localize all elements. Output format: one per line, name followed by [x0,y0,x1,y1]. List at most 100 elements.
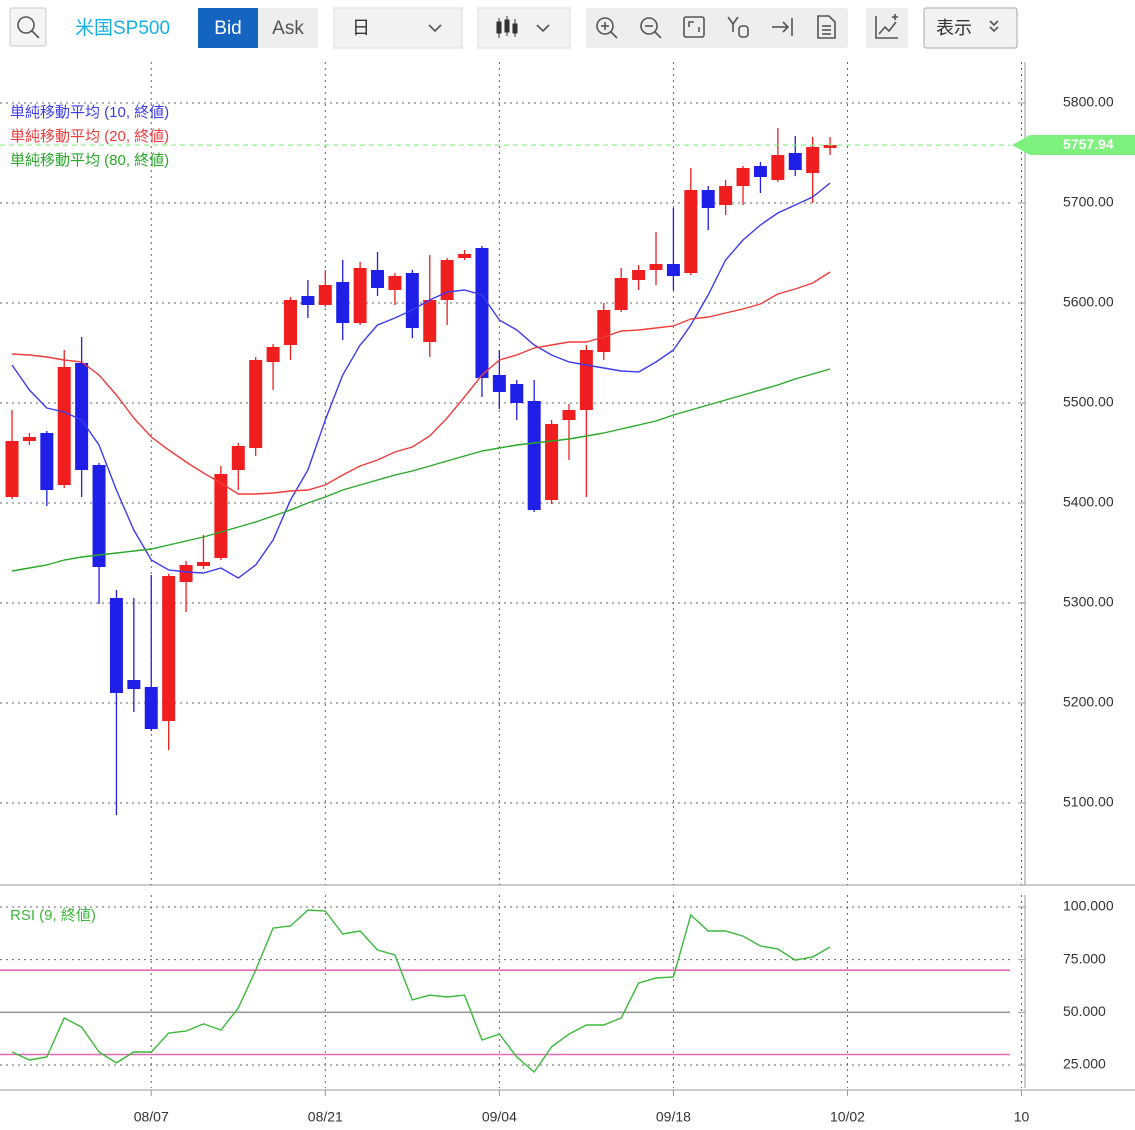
candle-body [562,410,576,420]
y-tick-label: 100.000 [1063,898,1114,914]
candle-body [666,264,680,276]
candle-body [545,424,559,500]
candle-body [579,350,593,410]
candle-body [162,576,176,721]
search-button[interactable] [9,7,47,47]
indicator-line [11,271,831,495]
legend-entry: 単純移動平均 (20, 終値) [10,128,169,145]
display-label: 表示 [936,18,972,38]
chart-type-dropdown[interactable] [477,7,571,49]
x-tick-label: 08/21 [308,1109,343,1125]
search-icon [31,30,40,39]
candle-body [405,273,419,328]
candle-body [475,248,489,378]
candle-body [353,268,367,323]
candle-body [214,474,228,558]
scroll-end-icon[interactable] [772,18,793,36]
candle-body [701,190,715,208]
chevron [989,26,999,33]
candle-body [318,285,332,305]
x-tick-label: 10/02 [830,1109,865,1125]
plot-layer: 08/07 08/21 09/04 09/18 10/02 10 5100.00 5200.0… [0,62,1135,1125]
period-dropdown[interactable] [333,7,463,49]
candle-body [92,465,106,567]
zoom-out-icon[interactable] [640,17,662,39]
candle-body [440,260,454,300]
bid-label: Bid [214,18,241,39]
candle-body [127,680,141,689]
chevron [536,24,550,33]
document-icon[interactable] [817,15,836,39]
x-tick-label: 10 [1014,1109,1030,1125]
y-tick-label: 5800.00 [1063,94,1114,110]
candle-icon [496,16,518,38]
candle-body [283,300,297,345]
y-scale-icon[interactable] [727,16,749,38]
y-tick-label: 75.000 [1063,950,1106,966]
candle-body [196,562,210,566]
candle-body [632,270,646,280]
candle-body [614,278,628,310]
candle-body [736,168,750,186]
indicator-line [11,182,831,579]
candle-body [40,433,54,490]
legend-entry: RSI (9, 終値) [10,907,96,924]
candle-body [823,145,837,148]
indicator-line [11,909,831,1074]
candle-body [719,186,733,205]
candle-body [144,687,158,729]
candle-body [684,190,698,273]
period-label: 日 [352,18,370,38]
y-tick-label: 5300.00 [1063,594,1114,610]
candle-body [5,441,19,497]
candle-body [597,310,611,352]
candle-body [301,296,315,305]
candle-body [266,347,280,362]
candle-body [22,437,36,441]
candle-body [109,598,123,693]
y-tick-label: 5700.00 [1063,194,1114,210]
indicator-line [11,368,831,572]
candle-body [371,270,385,288]
symbol-name[interactable]: 米国SP500 [75,17,170,39]
candle-body [336,282,350,323]
legend-entry: 単純移動平均 (80, 終値) [10,152,169,169]
tool-group [586,8,848,48]
candle-body [231,446,245,470]
candle-body [649,264,663,270]
fit-icon[interactable] [683,16,705,38]
candle-body [423,300,437,342]
candle-body [527,401,541,510]
chevron [428,24,442,33]
y-tick-label: 5100.00 [1063,794,1114,810]
last-price-tag [1012,135,1135,156]
candle-body [771,155,785,180]
candle-body [388,276,402,290]
bid-button[interactable] [198,8,258,48]
ask-label: Ask [272,18,304,39]
y-tick-label: 5500.00 [1063,394,1114,410]
y-tick-label: 5200.00 [1063,694,1114,710]
x-tick-label: 09/04 [482,1109,517,1125]
search-icon [17,16,35,34]
chevron [989,20,999,27]
y-tick-label: 25.000 [1063,1056,1106,1072]
indicator-icon [875,14,898,39]
candle-body [57,367,71,485]
zoom-in-icon[interactable] [596,17,618,39]
candle-body [806,147,820,173]
last-price-label: 5757.94 [1063,136,1114,152]
candle-body [492,375,506,392]
candle-body [753,166,767,177]
candle-body [510,384,524,403]
toolbar: 米国SP500 Bid Ask 日 表示 [9,7,1018,49]
ask-button[interactable] [258,8,318,48]
candle-body [788,153,802,170]
y-tick-label: 50.000 [1063,1003,1106,1019]
candle-body [249,360,263,448]
legend-entry: 単純移動平均 (10, 終値) [10,104,169,121]
display-button[interactable] [923,7,1018,49]
candle-body [75,363,89,470]
